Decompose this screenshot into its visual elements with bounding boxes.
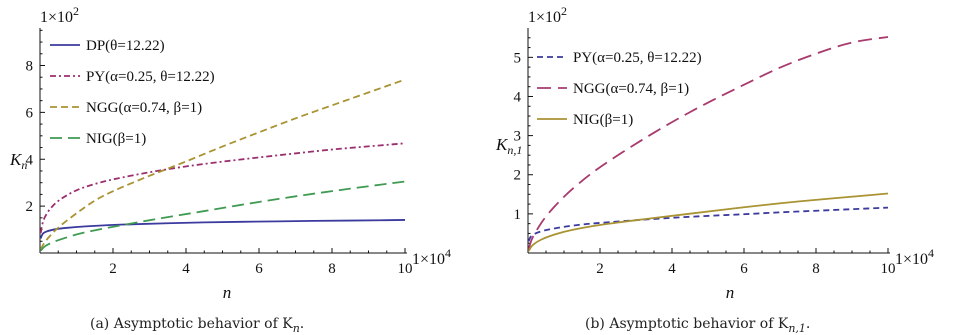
panel-b-x-multiplier: 1×104 bbox=[895, 246, 934, 268]
panel-b-y-label: Kn,1 bbox=[495, 135, 522, 157]
series-line-1 bbox=[527, 36, 889, 250]
panel-a-x-multiplier: 1×104 bbox=[412, 246, 451, 268]
series-line-0 bbox=[39, 219, 406, 239]
y-tick-label: 1 bbox=[514, 207, 522, 223]
x-tick-label: 8 bbox=[812, 261, 820, 277]
panel-a-x-label: n bbox=[223, 283, 232, 302]
y-tick-label: 3 bbox=[514, 129, 522, 145]
legend-label-0: DP(θ=12.22) bbox=[86, 38, 165, 54]
series-line-3 bbox=[40, 180, 406, 252]
x-tick-label: 10 bbox=[398, 261, 413, 277]
x-tick-label: 4 bbox=[182, 261, 190, 277]
panel-a-y-multiplier: 1×102 bbox=[40, 4, 79, 26]
legend-label-3: NIG(β=1) bbox=[86, 131, 146, 147]
x-tick-label: 4 bbox=[668, 261, 676, 277]
legend-label-1: NGG(α=0.74, β=1) bbox=[573, 81, 689, 97]
panel-b-y-multiplier: 1×102 bbox=[528, 4, 567, 26]
x-tick-label: 10 bbox=[881, 261, 896, 277]
legend-label-0: PY(α=0.25, θ=12.22) bbox=[573, 50, 702, 66]
y-tick-label: 6 bbox=[26, 105, 34, 121]
x-tick-label: 2 bbox=[109, 261, 117, 277]
x-tick-label: 8 bbox=[328, 261, 336, 277]
series-line-2 bbox=[527, 192, 889, 252]
x-tick-label: 6 bbox=[255, 261, 263, 277]
legend-label-1: PY(α=0.25, θ=12.22) bbox=[86, 69, 215, 85]
series-line-0 bbox=[527, 206, 889, 242]
panel-a-caption: (a) Asymptotic behavior of Kn. bbox=[90, 316, 304, 335]
y-tick-label: 2 bbox=[26, 199, 34, 215]
panel-a-y-label: Kn bbox=[9, 150, 27, 172]
chart-marks: 2 4 6 8 10 2 4 6 8 DP(θ=12.22) PY(α=0.25, θ=12.22)… bbox=[26, 28, 896, 277]
y-tick-label: 4 bbox=[514, 89, 522, 105]
y-tick-label: 2 bbox=[514, 168, 522, 184]
x-tick-label: 6 bbox=[740, 261, 748, 277]
y-tick-label: 4 bbox=[26, 152, 34, 168]
panel-b-caption: (b) Asymptotic behavior of Kn,1. bbox=[585, 316, 810, 335]
panel-a: 2 4 6 8 10 2 4 6 8 DP(θ=12.22) PY(α=0.25, θ=12.22)… bbox=[26, 28, 413, 277]
legend-label-2: NIG(β=1) bbox=[573, 112, 633, 128]
y-tick-label: 5 bbox=[514, 50, 522, 66]
x-tick-label: 2 bbox=[596, 261, 604, 277]
series-line-1 bbox=[39, 142, 406, 234]
panel-b-x-label: n bbox=[726, 283, 735, 302]
y-tick-label: 8 bbox=[26, 59, 34, 75]
legend-label-2: NGG(α=0.74, β=1) bbox=[86, 100, 202, 116]
